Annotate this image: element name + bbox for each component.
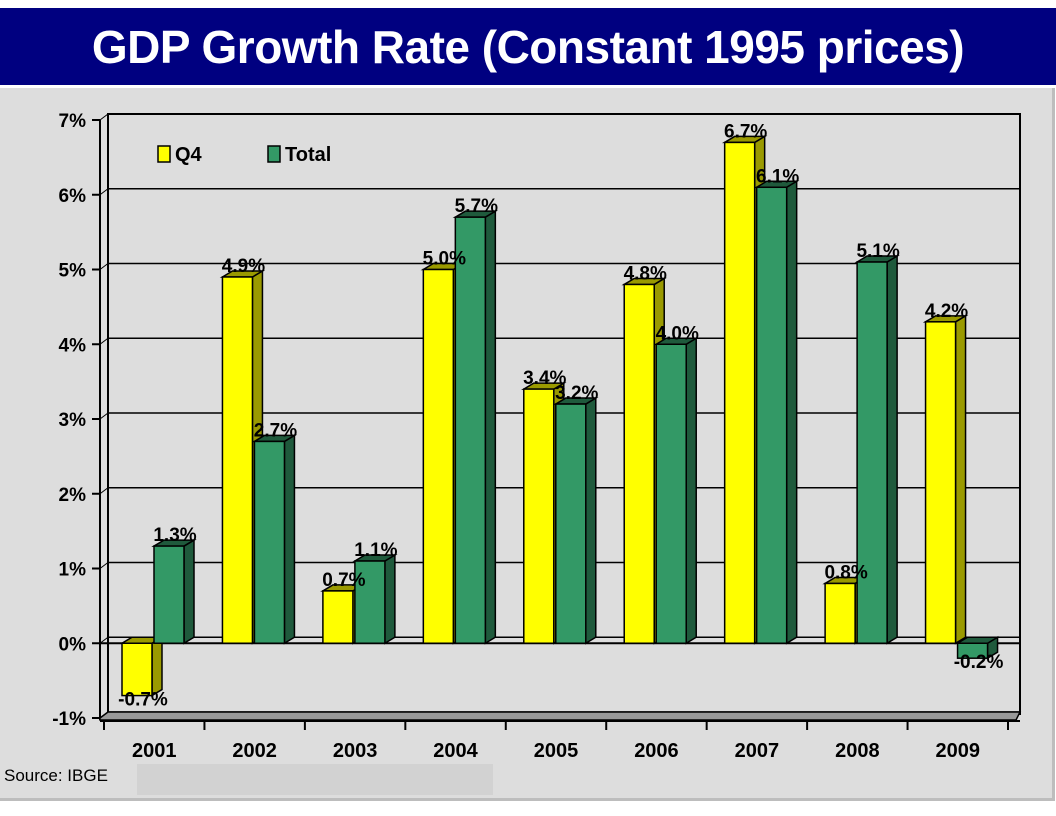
x-tick-label: 2007 [735,740,780,762]
data-label-q4: 6.7% [724,121,767,142]
data-label-total: 1.3% [153,525,196,546]
y-tick-label: 7% [59,111,87,132]
chart-floor [99,711,1022,721]
x-tick-label: 2002 [232,740,277,762]
bar-side-total [484,209,497,645]
data-label-q4: 4.2% [925,301,968,322]
data-label-q4: 4.9% [222,256,265,277]
bar-q4 [422,268,455,644]
y-tick-label: 4% [59,335,87,356]
bar-side-total [785,179,798,645]
x-tick-label: 2003 [333,740,378,762]
bar-q4 [924,321,957,644]
bar-total [755,186,788,644]
y-tick-label: 6% [59,186,87,207]
bar-side-total [384,553,396,645]
y-tick-label: 5% [59,261,87,282]
y-tick-depth [99,188,109,196]
data-label-total: 5.7% [455,196,498,217]
bar-side-total [685,336,697,645]
data-label-q4: -0.7% [118,690,168,711]
axes: -1% 0% 1% 2% 3% 4% 5% 6% 7% 2001 2002 2003 2004 2005 2… [52,111,1022,762]
y-tick-depth [99,412,109,420]
data-label-total: 4.0% [656,323,699,344]
bar-q4 [221,276,254,644]
data-label-q4: 5.0% [423,249,466,270]
y-tick-depth [99,562,109,569]
bar-q4 [523,388,555,644]
data-label-q4: 4.8% [624,263,667,284]
data-label-total: 2.7% [254,420,297,441]
y-tick-depth [99,487,109,495]
bar-q4 [322,590,354,644]
bar-q4 [723,141,756,645]
bar-total [253,440,286,644]
bar-total [354,560,386,645]
x-tick-label: 2004 [433,740,478,762]
data-label-total: 5.1% [856,241,899,262]
bar-q4 [121,642,153,697]
legend-swatch-total [267,145,281,163]
chart-title: GDP Growth Rate (Constant 1995 prices) [91,20,965,73]
bar-side-total [183,538,195,645]
x-tick-label: 2001 [132,740,177,762]
bar-q4 [824,582,856,645]
bar-side-total [585,396,597,645]
bar-total [454,216,487,645]
redacted-area [137,764,493,795]
y-tick-label: 1% [59,560,87,581]
data-label-q4: 3.4% [523,368,566,389]
data-labels: -0.7% 4.9% 0.7% 5.0% 3.4% 4.8% 6.7% 0.8% 4.2% 1.3… [118,121,1003,710]
bar-q4 [623,283,655,644]
x-tick-label: 2006 [634,740,679,762]
y-tick-depth [99,263,109,270]
bar-total [956,642,989,659]
source-note: Source: IBGE [4,766,108,785]
legend-label-total: Total [285,144,331,166]
legend: Q4 Total [157,144,331,166]
y-tick-label: 2% [59,485,87,506]
legend-swatch-q4 [157,145,171,163]
y-tick-label: -1% [52,709,86,730]
bar-total [153,545,185,645]
legend-label-q4: Q4 [175,144,203,166]
bar-total [856,261,888,644]
y-tick-label: 0% [59,634,87,655]
bar-total [555,403,587,644]
data-label-q4: 0.8% [824,562,867,583]
y-tick-depth [99,337,109,345]
y-tick-label: 3% [59,410,87,431]
data-label-q4: 0.7% [322,570,365,591]
bar-side-q4 [954,314,967,645]
bar-side-total [283,434,296,645]
title-bar: GDP Growth Rate (Constant 1995 prices) [0,8,1056,88]
y-tick-depth [99,113,109,121]
x-tick-label: 2005 [534,740,579,762]
data-label-total: 3.2% [555,383,598,404]
data-label-total: 1.1% [354,540,397,561]
bar-total [655,343,687,644]
data-label-total: 6.1% [756,166,799,187]
bar-side-q4 [151,635,163,697]
x-tick-label: 2008 [835,740,880,762]
x-tick-label: 2009 [936,740,981,762]
data-label-total: -0.2% [954,652,1004,673]
bars [119,135,1001,697]
bar-side-total [886,254,898,645]
